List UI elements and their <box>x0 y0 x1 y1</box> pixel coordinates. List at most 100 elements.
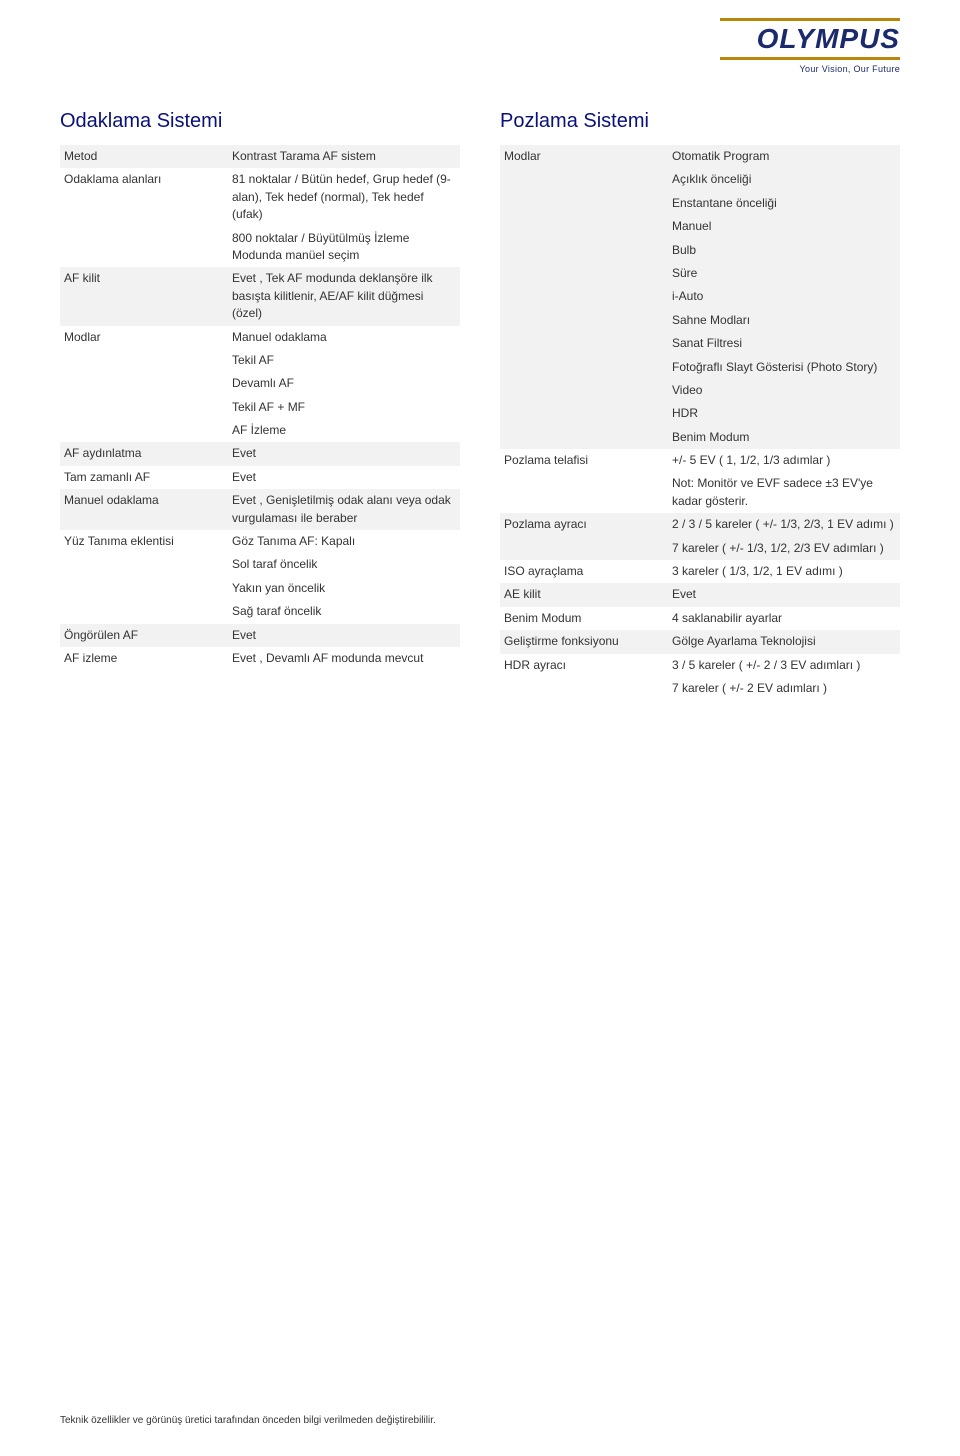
spec-value: Göz Tanıma AF: Kapalı <box>228 530 460 553</box>
spec-label: Tam zamanlı AF <box>60 466 228 489</box>
spec-label <box>500 677 668 700</box>
table-row: HDR <box>500 402 900 425</box>
table-row: Geliştirme fonksiyonuGölge Ayarlama Tekn… <box>500 630 900 653</box>
spec-label <box>500 168 668 191</box>
spec-label <box>60 577 228 600</box>
table-row: MetodKontrast Tarama AF sistem <box>60 145 460 168</box>
spec-value: Evet <box>668 583 900 606</box>
spec-value: Otomatik Program <box>668 145 900 168</box>
spec-label: Pozlama ayracı <box>500 513 668 536</box>
table-row: Sanat Filtresi <box>500 332 900 355</box>
spec-value: Evet <box>228 442 460 465</box>
spec-label <box>60 419 228 442</box>
table-row: AF İzleme <box>60 419 460 442</box>
spec-label <box>60 372 228 395</box>
footer-note: Teknik özellikler ve görünüş üretici tar… <box>60 1415 436 1426</box>
spec-value: Devamlı AF <box>228 372 460 395</box>
spec-value: 800 noktalar / Büyütülmüş İzleme Modunda… <box>228 227 460 268</box>
spec-value: Evet , Devamlı AF modunda mevcut <box>228 647 460 670</box>
spec-value: Enstantane önceliği <box>668 192 900 215</box>
logo-bar-top <box>720 18 900 21</box>
table-row: Açıklık önceliği <box>500 168 900 191</box>
brand-tagline: Your Vision, Our Future <box>720 64 900 74</box>
table-row: Süre <box>500 262 900 285</box>
table-row: 7 kareler ( +/- 1/3, 1/2, 2/3 EV adımlar… <box>500 537 900 560</box>
table-row: AF kilitEvet , Tek AF modunda deklanşöre… <box>60 267 460 325</box>
spec-value: Manuel <box>668 215 900 238</box>
spec-value: Manuel odaklama <box>228 326 460 349</box>
table-row: Benim Modum <box>500 426 900 449</box>
table-row: Tekil AF + MF <box>60 396 460 419</box>
spec-value: Bulb <box>668 239 900 262</box>
spec-label <box>60 553 228 576</box>
spec-label <box>500 332 668 355</box>
spec-label: AF kilit <box>60 267 228 325</box>
table-row: Manuel odaklamaEvet , Genişletilmiş odak… <box>60 489 460 530</box>
spec-label: AF aydınlatma <box>60 442 228 465</box>
spec-label: Manuel odaklama <box>60 489 228 530</box>
spec-value: Not: Monitör ve EVF sadece ±3 EV'ye kada… <box>668 472 900 513</box>
table-row: Bulb <box>500 239 900 262</box>
table-row: AE kilitEvet <box>500 583 900 606</box>
table-row: Sol taraf öncelik <box>60 553 460 576</box>
left-spec-table: MetodKontrast Tarama AF sistemOdaklama a… <box>60 145 460 670</box>
spec-value: Evet , Genişletilmiş odak alanı veya oda… <box>228 489 460 530</box>
table-row: ISO ayraçlama3 kareler ( 1/3, 1/2, 1 EV … <box>500 560 900 583</box>
table-row: i-Auto <box>500 285 900 308</box>
spec-value: Yakın yan öncelik <box>228 577 460 600</box>
table-row: AF aydınlatmaEvet <box>60 442 460 465</box>
spec-label <box>500 215 668 238</box>
spec-value: Benim Modum <box>668 426 900 449</box>
table-row: Yüz Tanıma eklentisiGöz Tanıma AF: Kapal… <box>60 530 460 553</box>
spec-label: AF izleme <box>60 647 228 670</box>
table-row: Sağ taraf öncelik <box>60 600 460 623</box>
spec-label: Modlar <box>60 326 228 349</box>
table-row: ModlarOtomatik Program <box>500 145 900 168</box>
table-row: 800 noktalar / Büyütülmüş İzleme Modunda… <box>60 227 460 268</box>
table-row: HDR ayracı3 / 5 kareler ( +/- 2 / 3 EV a… <box>500 654 900 677</box>
spec-value: Evet <box>228 466 460 489</box>
spec-label <box>60 349 228 372</box>
spec-value: Evet , Tek AF modunda deklanşöre ilk bas… <box>228 267 460 325</box>
table-row: Yakın yan öncelik <box>60 577 460 600</box>
table-row: Pozlama ayracı2 / 3 / 5 kareler ( +/- 1/… <box>500 513 900 536</box>
spec-value: 7 kareler ( +/- 2 EV adımları ) <box>668 677 900 700</box>
spec-label <box>500 402 668 425</box>
spec-value: 2 / 3 / 5 kareler ( +/- 1/3, 2/3, 1 EV a… <box>668 513 900 536</box>
spec-label <box>500 356 668 379</box>
spec-value: Tekil AF + MF <box>228 396 460 419</box>
spec-label <box>500 239 668 262</box>
spec-label: Öngörülen AF <box>60 624 228 647</box>
table-row: Pozlama telafisi+/- 5 EV ( 1, 1/2, 1/3 a… <box>500 449 900 472</box>
page: OLYMPUS Your Vision, Our Future Odaklama… <box>0 0 960 1456</box>
left-section-title: Odaklama Sistemi <box>60 110 460 133</box>
spec-label <box>500 309 668 332</box>
spec-value: HDR <box>668 402 900 425</box>
spec-label: HDR ayracı <box>500 654 668 677</box>
spec-value: Sahne Modları <box>668 309 900 332</box>
spec-value: AF İzleme <box>228 419 460 442</box>
spec-value: Evet <box>228 624 460 647</box>
content-columns: Odaklama Sistemi MetodKontrast Tarama AF… <box>60 0 900 700</box>
spec-value: Sol taraf öncelik <box>228 553 460 576</box>
spec-value: 81 noktalar / Bütün hedef, Grup hedef (9… <box>228 168 460 226</box>
spec-label <box>500 537 668 560</box>
spec-label <box>60 396 228 419</box>
spec-label <box>500 426 668 449</box>
spec-value: Açıklık önceliği <box>668 168 900 191</box>
spec-value: +/- 5 EV ( 1, 1/2, 1/3 adımlar ) <box>668 449 900 472</box>
spec-label: AE kilit <box>500 583 668 606</box>
table-row: Benim Modum4 saklanabilir ayarlar <box>500 607 900 630</box>
spec-label: Geliştirme fonksiyonu <box>500 630 668 653</box>
table-row: Devamlı AF <box>60 372 460 395</box>
table-row: Not: Monitör ve EVF sadece ±3 EV'ye kada… <box>500 472 900 513</box>
spec-value: Gölge Ayarlama Teknolojisi <box>668 630 900 653</box>
spec-label: ISO ayraçlama <box>500 560 668 583</box>
table-row: Fotoğraflı Slayt Gösterisi (Photo Story) <box>500 356 900 379</box>
spec-value: Tekil AF <box>228 349 460 372</box>
left-column: Odaklama Sistemi MetodKontrast Tarama AF… <box>60 110 460 700</box>
table-row: Tam zamanlı AFEvet <box>60 466 460 489</box>
table-row: Video <box>500 379 900 402</box>
spec-label <box>500 285 668 308</box>
logo-bar-bottom <box>720 57 900 60</box>
